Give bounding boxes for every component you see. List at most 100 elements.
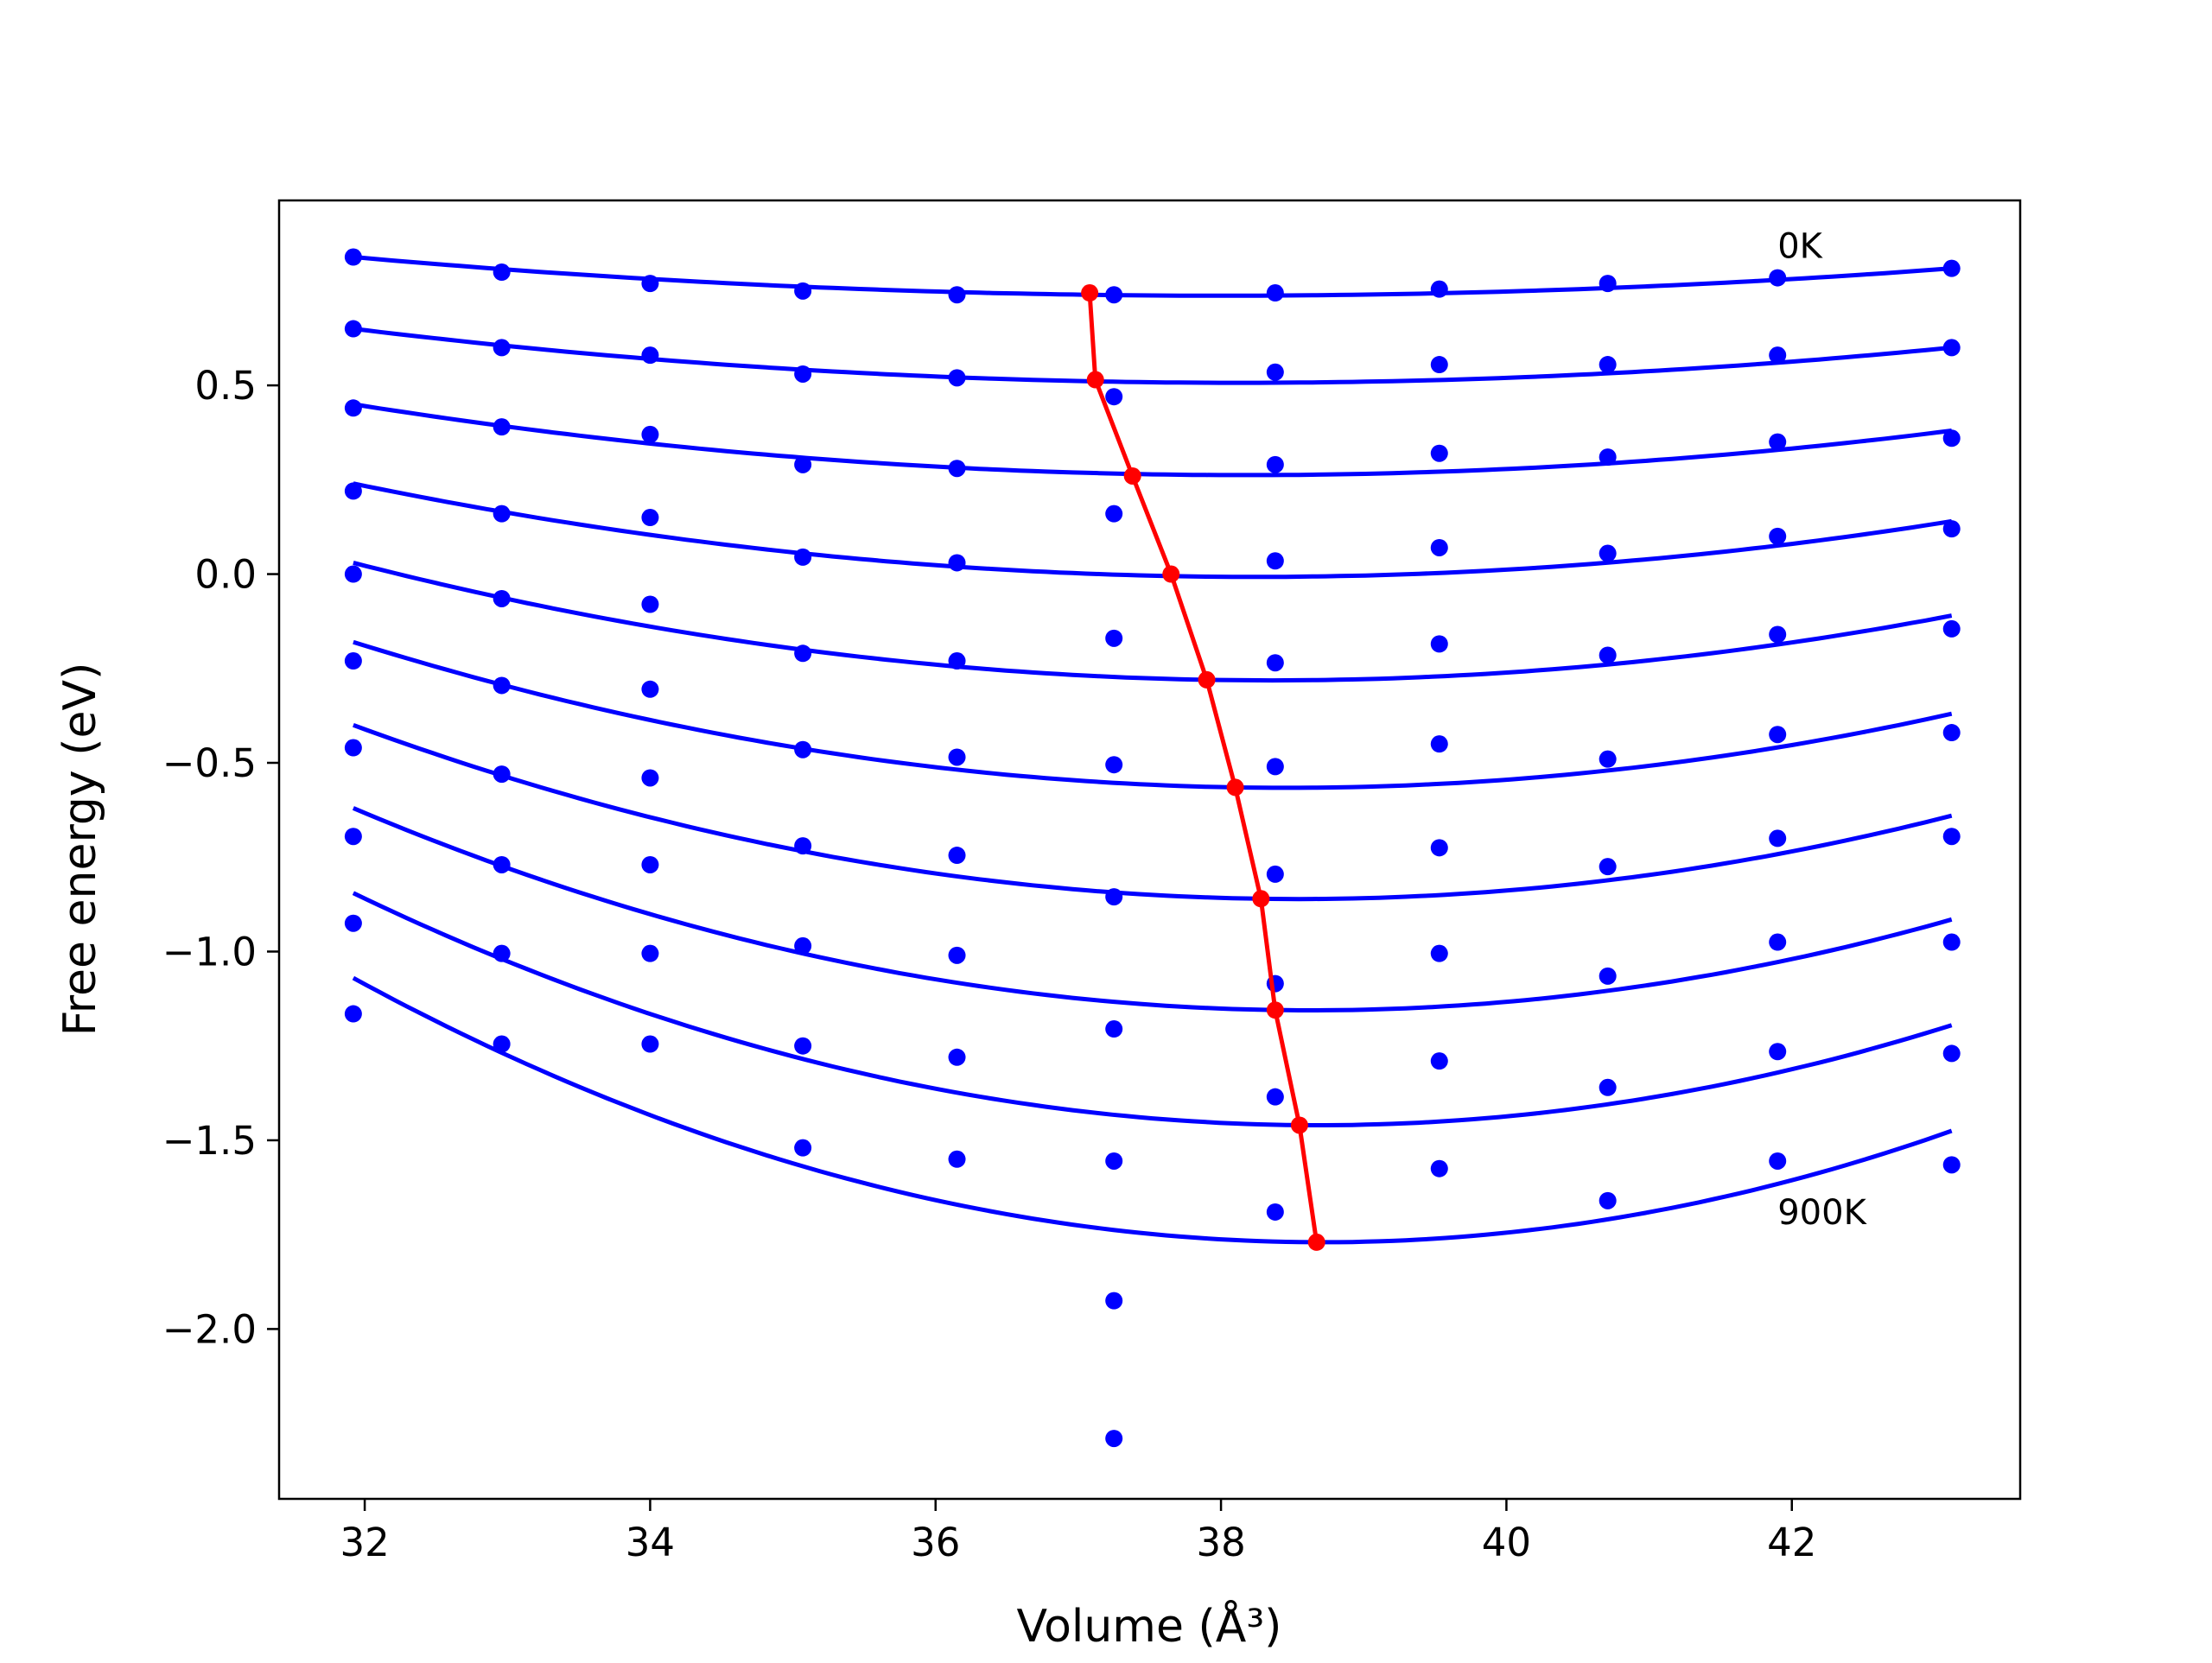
data-point bbox=[948, 748, 966, 766]
data-point bbox=[948, 460, 966, 478]
data-point bbox=[641, 680, 659, 698]
data-point bbox=[344, 739, 362, 757]
data-point bbox=[794, 1139, 812, 1157]
y-tick-label: −2.0 bbox=[162, 1306, 257, 1352]
data-point bbox=[1266, 284, 1284, 302]
data-point bbox=[1105, 629, 1123, 647]
minimum-point bbox=[1123, 467, 1141, 485]
data-point bbox=[344, 482, 362, 500]
data-point bbox=[641, 855, 659, 873]
data-point bbox=[641, 509, 659, 527]
data-point bbox=[948, 1150, 966, 1168]
minimum-point bbox=[1226, 778, 1244, 797]
data-point bbox=[1266, 363, 1284, 381]
data-point bbox=[1105, 1152, 1123, 1170]
minimum-point bbox=[1252, 890, 1270, 908]
data-point bbox=[1769, 829, 1787, 847]
data-point bbox=[344, 399, 362, 417]
data-point bbox=[344, 248, 362, 266]
curve-annotation: 0K bbox=[1777, 226, 1823, 266]
data-point bbox=[1599, 544, 1617, 562]
data-point bbox=[493, 855, 511, 873]
data-point bbox=[1105, 756, 1123, 774]
data-point bbox=[948, 1048, 966, 1066]
fit-curve-7 bbox=[352, 806, 1953, 1012]
y-tick-label: 0.5 bbox=[194, 363, 257, 409]
fit-curve-8 bbox=[352, 891, 1953, 1127]
data-point bbox=[794, 936, 812, 955]
fit-curve-2 bbox=[353, 402, 1953, 478]
minimum-point bbox=[1162, 565, 1180, 583]
x-tick-label: 36 bbox=[911, 1520, 960, 1565]
data-point bbox=[344, 1005, 362, 1023]
data-point bbox=[1430, 635, 1448, 653]
data-point bbox=[1942, 520, 1961, 538]
data-point bbox=[344, 828, 362, 846]
data-point bbox=[948, 369, 966, 387]
data-point bbox=[1599, 448, 1617, 467]
data-point bbox=[1430, 356, 1448, 374]
minimum-point bbox=[1081, 284, 1099, 302]
data-points bbox=[344, 248, 1961, 1448]
data-point bbox=[493, 263, 511, 282]
x-tick-label: 40 bbox=[1482, 1520, 1531, 1565]
data-point bbox=[1430, 538, 1448, 556]
fit-curve-0 bbox=[353, 255, 1952, 298]
data-point bbox=[1105, 286, 1123, 304]
data-point bbox=[1942, 724, 1961, 742]
x-axis-ticks: 32 34 36 38 40 42 bbox=[340, 1499, 1816, 1565]
data-point bbox=[1599, 750, 1617, 768]
data-point bbox=[1430, 1159, 1448, 1177]
data-point bbox=[794, 1037, 812, 1055]
data-point bbox=[948, 554, 966, 572]
data-point bbox=[1769, 527, 1787, 545]
plot-frame bbox=[277, 199, 2022, 1501]
data-point bbox=[1266, 1203, 1284, 1221]
data-point bbox=[344, 320, 362, 338]
y-axis-label: Free energy (eV) bbox=[54, 663, 106, 1037]
data-point bbox=[493, 505, 511, 523]
data-point bbox=[1942, 1044, 1961, 1063]
data-point bbox=[794, 365, 812, 383]
data-point bbox=[794, 837, 812, 855]
data-point bbox=[1105, 1020, 1123, 1038]
data-point bbox=[1105, 1292, 1123, 1310]
data-point bbox=[1769, 726, 1787, 744]
minimum-point bbox=[1198, 670, 1216, 689]
data-point bbox=[794, 548, 812, 566]
annotations: 0K 900K bbox=[1777, 226, 1867, 1233]
data-point bbox=[1266, 455, 1284, 473]
x-tick-label: 42 bbox=[1767, 1520, 1816, 1565]
data-point bbox=[1430, 944, 1448, 962]
curve-annotation: 900K bbox=[1777, 1193, 1867, 1233]
data-point bbox=[344, 652, 362, 670]
data-point bbox=[1430, 735, 1448, 753]
minimum-line bbox=[1081, 284, 1325, 1251]
data-point bbox=[948, 847, 966, 865]
data-point bbox=[641, 275, 659, 293]
data-point bbox=[641, 1035, 659, 1053]
data-point bbox=[1599, 646, 1617, 664]
data-point bbox=[1266, 1088, 1284, 1106]
data-point bbox=[493, 1035, 511, 1053]
data-point bbox=[1942, 339, 1961, 357]
data-point bbox=[1430, 280, 1448, 298]
minimum-point bbox=[1266, 1001, 1284, 1019]
data-point bbox=[1599, 275, 1617, 293]
data-point bbox=[1769, 433, 1787, 451]
data-point bbox=[1769, 933, 1787, 951]
minimum-point bbox=[1307, 1233, 1325, 1251]
data-point bbox=[1942, 429, 1961, 447]
data-point bbox=[493, 944, 511, 962]
data-point bbox=[1105, 388, 1123, 406]
data-point bbox=[794, 455, 812, 473]
data-point bbox=[1942, 259, 1961, 277]
data-point bbox=[1599, 858, 1617, 876]
data-point bbox=[1942, 933, 1961, 951]
data-point bbox=[1769, 1043, 1787, 1061]
data-point bbox=[493, 765, 511, 784]
x-tick-label: 34 bbox=[626, 1520, 675, 1565]
data-point bbox=[794, 282, 812, 300]
